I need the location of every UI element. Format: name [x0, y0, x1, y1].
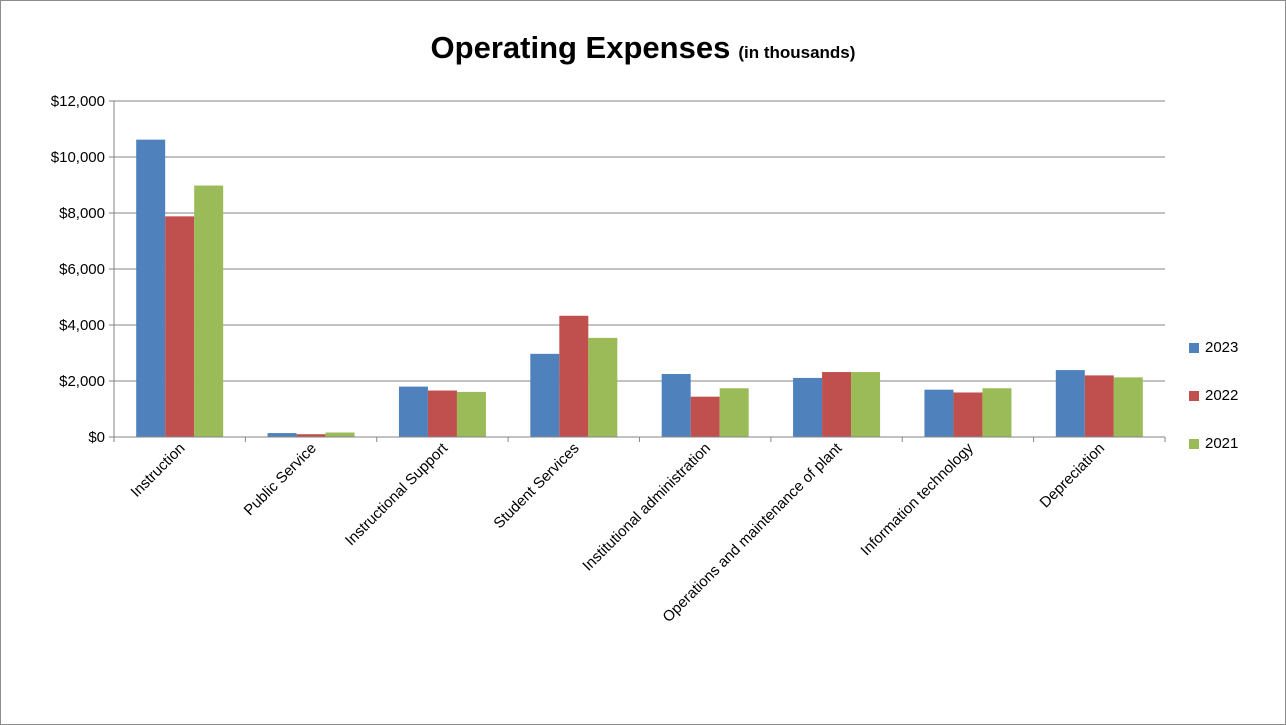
bar-2022 — [690, 396, 720, 437]
bar-2021 — [982, 388, 1012, 437]
x-tick-label: Instruction — [128, 440, 189, 501]
y-tick-label: $4,000 — [59, 317, 105, 334]
bar-2022 — [822, 372, 852, 437]
legend-label: 2023 — [1205, 339, 1239, 356]
bar-2023 — [267, 433, 297, 437]
bar-2023 — [1055, 370, 1085, 437]
x-tick-label: Depreciation — [1037, 440, 1109, 512]
bar-2022 — [1084, 375, 1114, 437]
legend-item-2023: 2023 — [1189, 336, 1279, 359]
axes — [109, 100, 1166, 442]
chart-title-main: Operating Expenses — [430, 30, 731, 65]
bar-2021 — [1113, 377, 1143, 437]
bar-2023 — [661, 374, 691, 437]
bar-2021 — [719, 388, 749, 437]
y-tick-label: $0 — [88, 429, 105, 446]
x-tick-label: Instructional Support — [342, 439, 452, 549]
bar-2022 — [953, 392, 983, 437]
x-tick-label: Student Services — [490, 440, 582, 532]
bar-2021 — [325, 432, 355, 437]
bars — [136, 139, 1143, 437]
bar-2022 — [296, 434, 326, 437]
legend-swatch — [1189, 390, 1199, 401]
bar-2021 — [851, 372, 881, 437]
legend-swatch — [1189, 438, 1199, 449]
x-tick-label: Public Service — [241, 440, 320, 519]
x-tick-label: Information technology — [857, 439, 977, 559]
bar-2021 — [456, 391, 486, 437]
y-tick-label: $8,000 — [59, 205, 105, 222]
legend-swatch — [1189, 342, 1199, 353]
x-tick-label: Institutional administration — [579, 440, 714, 575]
y-tick-label: $10,000 — [51, 149, 105, 166]
legend-label: 2021 — [1205, 435, 1239, 452]
bar-2022 — [165, 216, 195, 437]
bar-2022 — [559, 315, 589, 437]
bar-2021 — [588, 337, 618, 437]
y-tick-label: $12,000 — [51, 93, 105, 110]
bar-2021 — [194, 185, 224, 437]
chart-title: Operating Expenses (in thousands) — [0, 30, 1286, 66]
bar-2023 — [398, 386, 428, 437]
gridlines — [114, 100, 1165, 382]
y-tick-label: $6,000 — [59, 261, 105, 278]
legend: 2023 2022 2021 — [1189, 336, 1279, 480]
bar-2023 — [793, 377, 823, 437]
bar-2023 — [530, 353, 560, 437]
bar-2022 — [427, 390, 457, 437]
legend-label: 2022 — [1205, 387, 1239, 404]
y-tick-label: $2,000 — [59, 373, 105, 390]
bar-2023 — [136, 139, 166, 437]
chart-title-subtitle: (in thousands) — [738, 43, 856, 62]
bar-2023 — [924, 389, 954, 437]
legend-item-2022: 2022 — [1189, 384, 1279, 407]
legend-item-2021: 2021 — [1189, 432, 1279, 455]
